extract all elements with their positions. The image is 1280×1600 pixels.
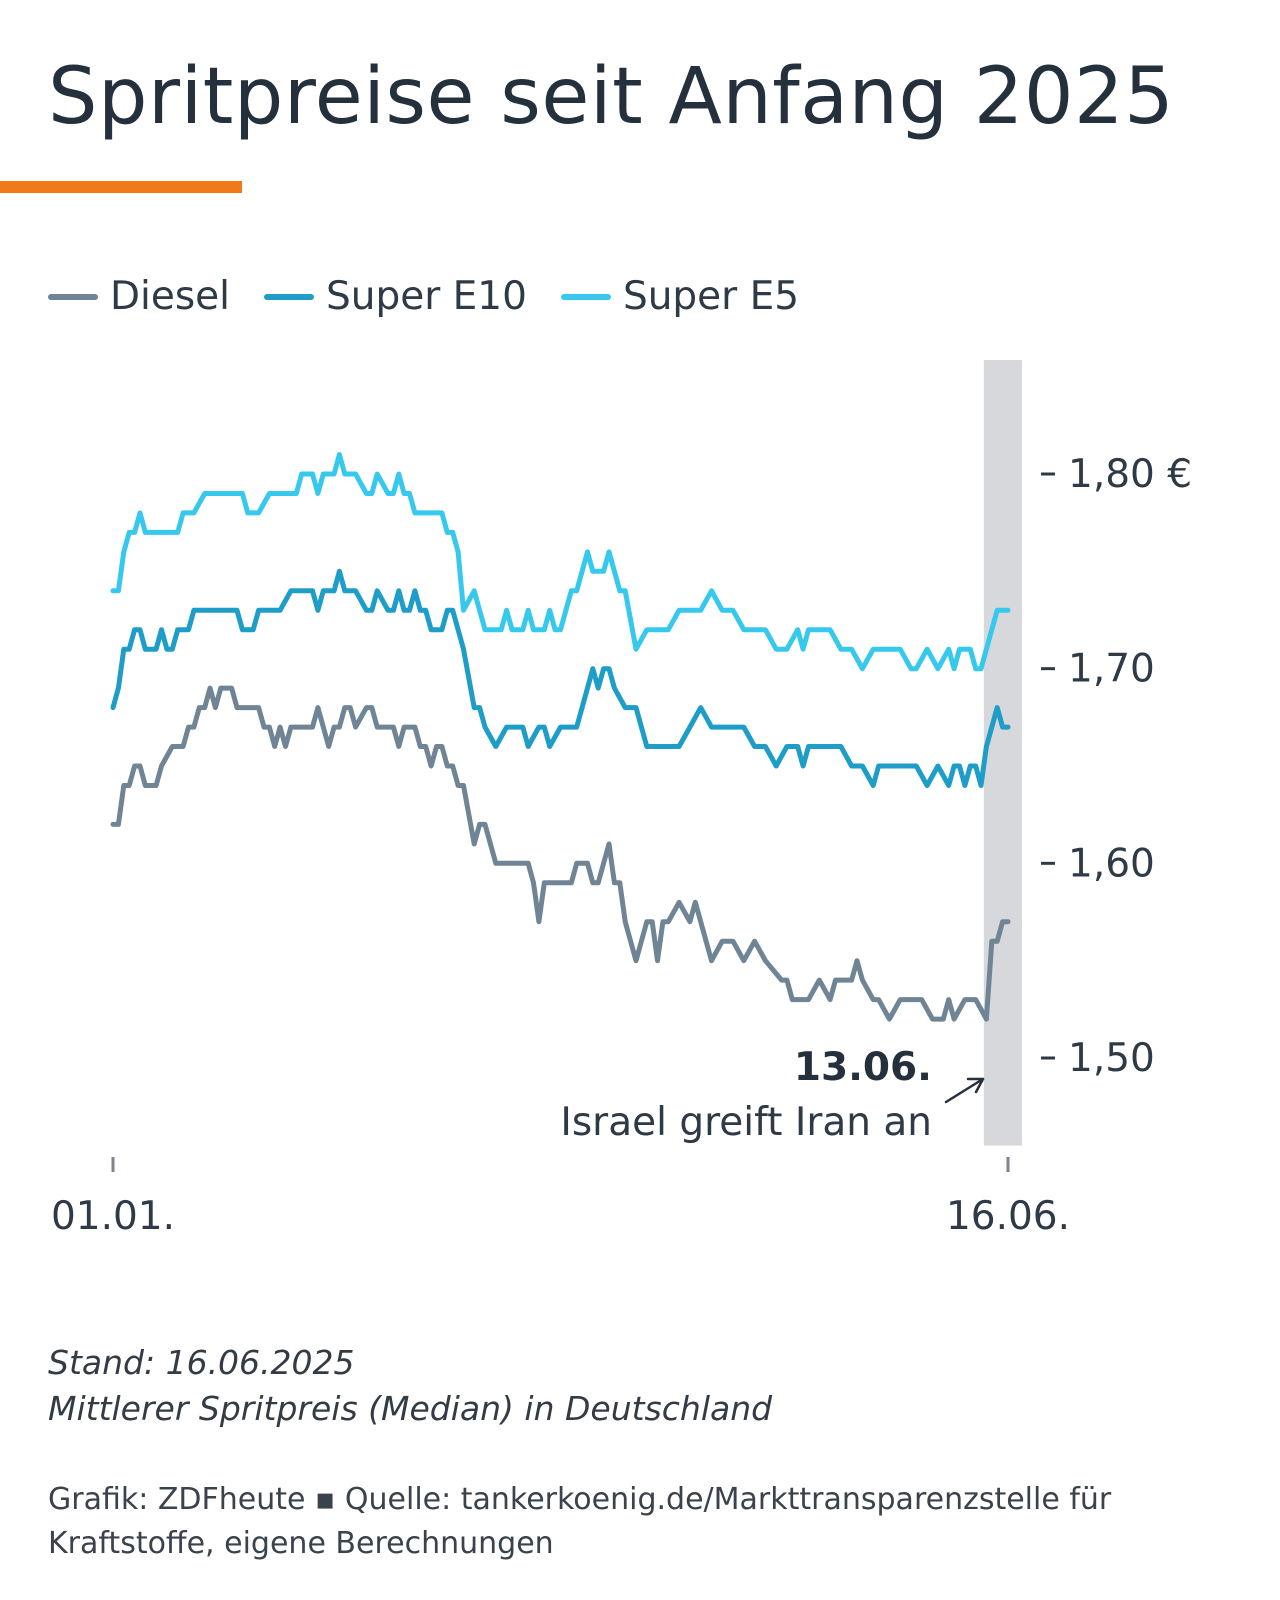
y-tick-label: 1,70 (1068, 647, 1155, 692)
chart-legend: Diesel Super E10 Super E5 (48, 274, 833, 319)
legend-label-diesel: Diesel (110, 274, 231, 319)
footnote-stand: Stand: 16.06.2025 (48, 1343, 355, 1382)
legend-label-super-e10: Super E10 (326, 274, 527, 319)
legend-item-super-e5: Super E5 (560, 274, 800, 319)
legend-swatch-diesel (48, 293, 98, 300)
legend-item-diesel: Diesel (48, 274, 230, 319)
title-accent-bar (0, 181, 242, 193)
legend-label-super-e5: Super E5 (622, 274, 800, 319)
y-tick-label: 1,50 (1068, 1036, 1155, 1081)
annotation-text: Israel greift Iran an (560, 1100, 932, 1145)
legend-swatch-super-e10 (264, 293, 315, 300)
highlight-band (983, 360, 1022, 1146)
x-tick-label: 16.06. (946, 1194, 1070, 1239)
legend-item-super-e10: Super E10 (264, 274, 527, 319)
annotation-arrow (944, 1077, 985, 1104)
x-tick-label: 01.01. (51, 1194, 175, 1239)
y-tick-label: 1,80 € (1068, 452, 1192, 497)
chart-footnote: Stand: 16.06.2025 Mittlerer Spritpreis (… (48, 1340, 772, 1432)
source-credit: Grafik: ZDFheute ▪ Quelle: tankerkoenig.… (48, 1482, 1112, 1561)
series-line-diesel (110, 685, 1011, 1022)
legend-swatch-super-e5 (560, 293, 611, 300)
line-chart: 1,50 1,60 1,70 1,80 € 01.01. 16.06. 13.06. Isra… (51, 360, 1192, 1239)
series-line-super-e5 (110, 452, 1011, 672)
page-title: Spritpreise seit Anfang 2025 (48, 52, 1175, 142)
y-tick-label: 1,60 (1068, 841, 1155, 886)
footnote-description: Mittlerer Spritpreis (Median) in Deutsch… (48, 1389, 773, 1428)
series-line-super-e10 (110, 568, 1011, 788)
annotation-date: 13.06. (794, 1045, 932, 1090)
